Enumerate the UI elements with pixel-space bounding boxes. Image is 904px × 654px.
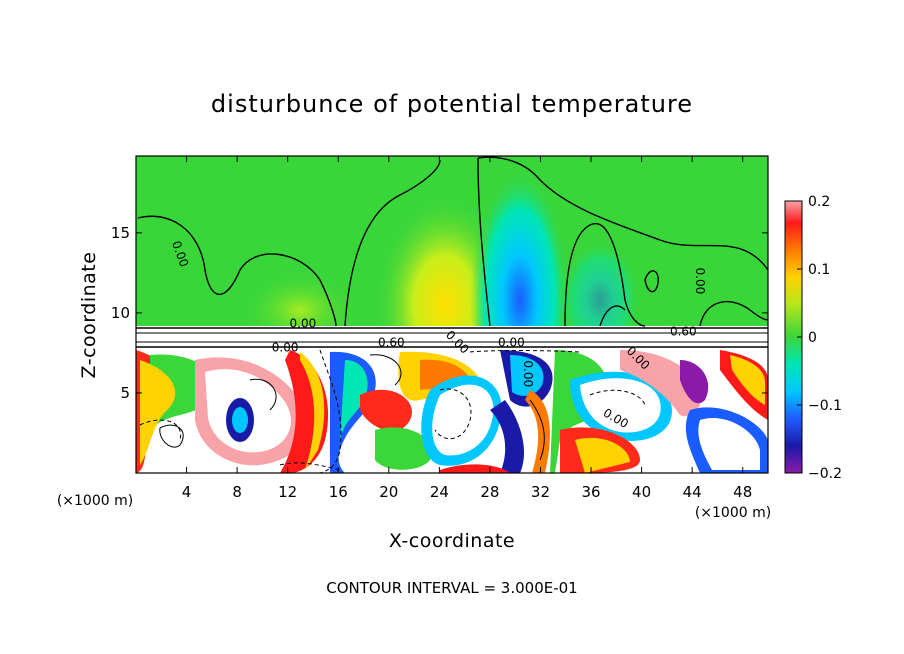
colorbar-tick-label: 0.1 (808, 262, 830, 278)
colorbar: 0.2 0.1 0 −0.1 −0.2 (784, 194, 842, 482)
plot-area (136, 156, 768, 473)
y-tick-label: 15 (111, 224, 130, 242)
y-tick-label: 10 (111, 304, 130, 322)
x-tick-label: 36 (581, 483, 600, 501)
contour-label: 0.00 (693, 268, 707, 295)
x-tick-label: 48 (733, 483, 752, 501)
plot-frame (135, 155, 769, 474)
x-axis-ticks: 4 8 12 16 20 24 28 32 36 40 44 48 (182, 156, 752, 501)
chart-title: disturbunce of potential temperature (211, 90, 693, 118)
contour-label: 0.00 (289, 316, 316, 330)
x-tick-label: 24 (430, 483, 449, 501)
y-axis-ticks: 5 10 15 (111, 224, 768, 402)
x-tick-label: 12 (278, 483, 297, 501)
contour-interval-note: CONTOUR INTERVAL = 3.000E-01 (326, 579, 577, 597)
x-tick-label: 40 (632, 483, 651, 501)
contour-label: 0.60 (378, 336, 405, 350)
x-tick-label: 28 (480, 483, 499, 501)
x-tick-label: 16 (329, 483, 348, 501)
contour-label: 0.00 (521, 360, 535, 387)
lower-turbulent-field (136, 348, 768, 473)
contour-label: 0.60 (670, 324, 697, 338)
x-tick-label: 4 (182, 483, 192, 501)
contour-label: 0.00 (498, 336, 525, 350)
x-unit-note-right: (×1000 m) (695, 505, 771, 521)
y-tick-label: 5 (120, 384, 130, 402)
contour-label: 0.00 (272, 340, 299, 354)
x-tick-label: 8 (232, 483, 242, 501)
colorbar-tick-label: 0.2 (808, 194, 830, 210)
x-axis-label: X-coordinate (389, 530, 515, 552)
y-axis-label: Z-coordinate (78, 252, 100, 379)
colorbar-ticks: 0.2 0.1 0 −0.1 −0.2 (797, 194, 842, 482)
x-tick-label: 44 (683, 483, 702, 501)
colorbar-tick-label: −0.2 (808, 466, 842, 482)
x-unit-note-left: (×1000 m) (57, 493, 133, 509)
colorbar-tick-label: 0 (808, 330, 817, 346)
x-tick-label: 20 (379, 483, 398, 501)
x-tick-label: 32 (531, 483, 550, 501)
contour-lines (137, 156, 768, 327)
contour-lines-dashed (139, 349, 646, 473)
colorbar-tick-label: −0.1 (808, 398, 842, 414)
